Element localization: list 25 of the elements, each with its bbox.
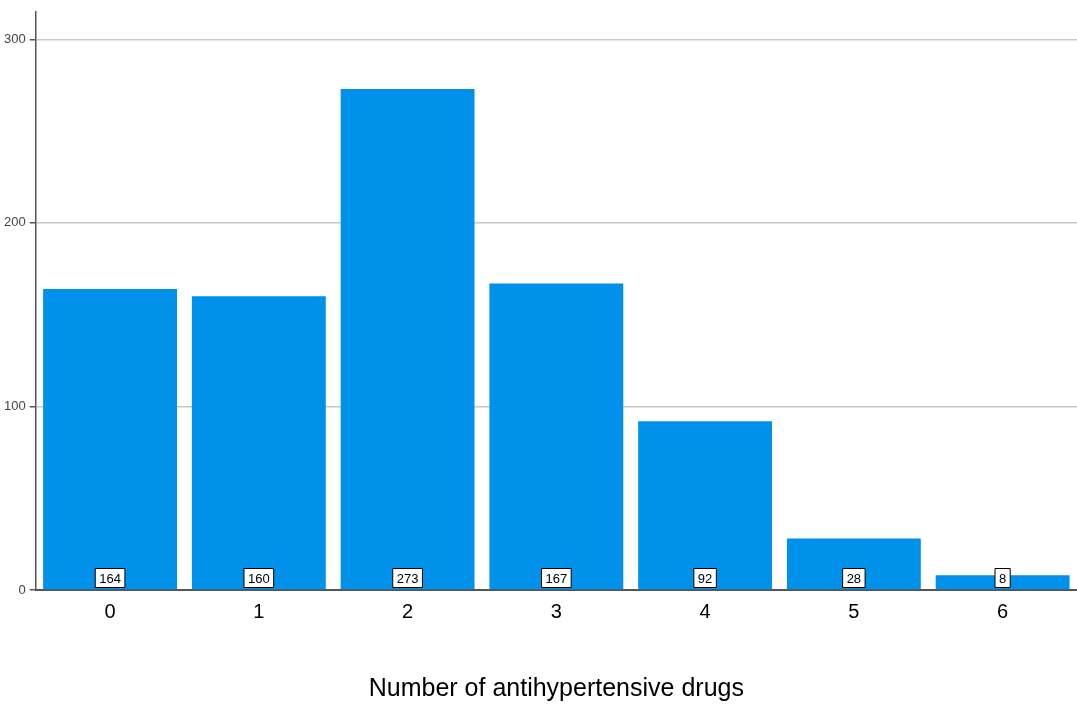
y-tick-label: 300 [3, 30, 26, 46]
data-label: 28 [846, 570, 862, 586]
x-tick-label: 5 [848, 599, 860, 622]
y-tick-label: 200 [3, 214, 26, 230]
y-tick-label: 0 [18, 581, 26, 597]
data-label: 167 [545, 570, 568, 586]
y-tick-label: 100 [3, 398, 26, 414]
data-label: 160 [247, 570, 270, 586]
x-axis-title: Number of antihypertensive drugs [368, 672, 744, 701]
x-tick-label: 2 [402, 599, 414, 622]
bar [786, 538, 921, 590]
bar [638, 421, 773, 590]
data-label: 273 [396, 570, 419, 586]
data-label: 164 [99, 570, 121, 586]
x-tick-label: 3 [550, 599, 562, 622]
data-label: 92 [697, 570, 713, 586]
x-tick-label: 1 [253, 599, 265, 622]
data-label: 8 [999, 570, 1007, 586]
x-tick-label: 4 [699, 599, 711, 622]
bar [340, 88, 475, 590]
bar [191, 296, 326, 590]
x-tick-label: 0 [104, 599, 116, 622]
bar [43, 288, 178, 590]
bar [489, 283, 624, 590]
x-tick-label: 6 [997, 599, 1009, 622]
